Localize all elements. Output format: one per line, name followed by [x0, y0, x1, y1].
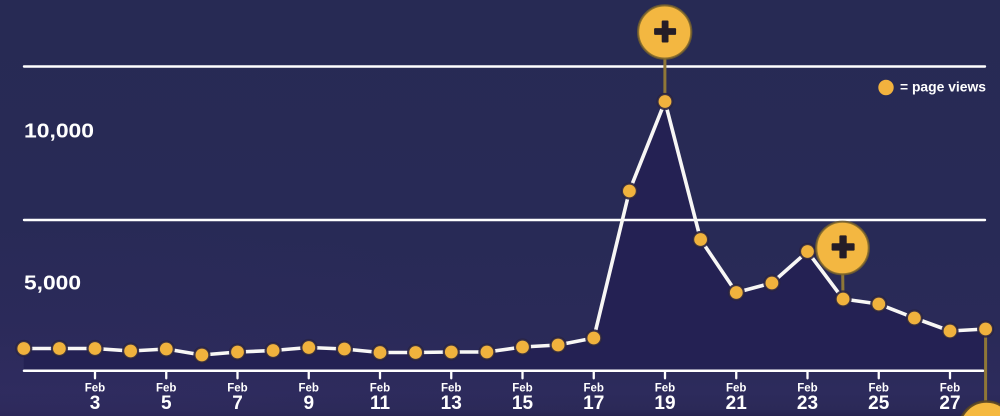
svg-text:15: 15: [512, 393, 534, 414]
svg-text:17: 17: [583, 393, 604, 414]
svg-text:27: 27: [939, 393, 960, 414]
svg-text:11: 11: [370, 393, 391, 414]
svg-text:23: 23: [797, 393, 818, 414]
svg-text:Feb: Feb: [584, 383, 604, 395]
svg-text:10,000: 10,000: [24, 121, 94, 143]
svg-text:Feb: Feb: [299, 383, 319, 395]
svg-text:5: 5: [161, 393, 172, 414]
svg-text:5,000: 5,000: [24, 273, 81, 295]
svg-text:Feb: Feb: [370, 383, 390, 395]
svg-text:Feb: Feb: [227, 383, 247, 395]
svg-text:Feb: Feb: [655, 383, 675, 395]
svg-text:Feb: Feb: [726, 383, 746, 395]
svg-text:Feb: Feb: [85, 383, 105, 395]
svg-text:Feb: Feb: [512, 383, 532, 395]
svg-text:Feb: Feb: [940, 383, 960, 395]
svg-text:3: 3: [90, 393, 101, 414]
svg-text:Feb: Feb: [797, 383, 817, 395]
svg-text:19: 19: [654, 393, 675, 414]
svg-text:Feb: Feb: [156, 383, 176, 395]
svg-text:Feb: Feb: [869, 383, 889, 395]
svg-text:21: 21: [726, 393, 748, 414]
svg-text:13: 13: [441, 393, 462, 414]
svg-text:= page views: = page views: [900, 80, 986, 95]
svg-text:Feb: Feb: [441, 383, 461, 395]
svg-text:7: 7: [232, 393, 243, 414]
svg-text:25: 25: [868, 393, 890, 414]
svg-text:9: 9: [303, 393, 314, 414]
